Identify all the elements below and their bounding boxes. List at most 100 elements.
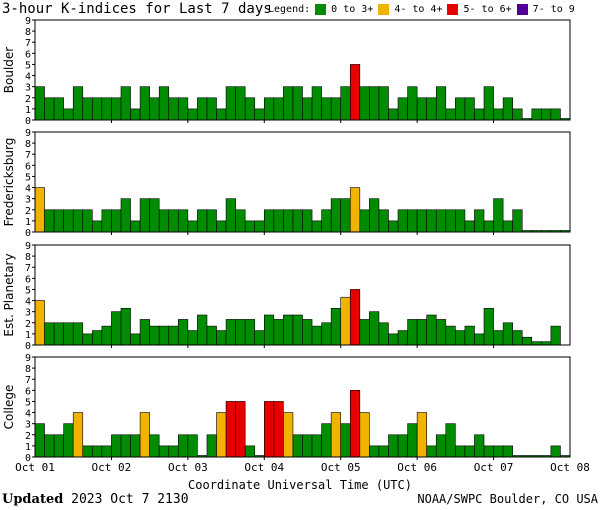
bar-1-41	[426, 209, 437, 233]
bar-2-45	[464, 325, 475, 346]
updated-stamp: Updated 2023 Oct 7 2130	[2, 492, 189, 507]
y-tick-label-2-5: 5	[25, 285, 31, 296]
legend-label-yellow: 4- to 4+	[394, 4, 443, 15]
bar-3-38	[397, 434, 408, 458]
bar-0-22	[244, 97, 256, 121]
bar-3-22	[244, 445, 256, 458]
bar-2-47	[483, 308, 494, 346]
y-tick-label-3-5: 5	[25, 397, 31, 408]
y-tick-label-3-3: 3	[25, 420, 31, 431]
bar-2-4	[72, 322, 84, 346]
bar-0-25	[273, 97, 284, 121]
bar-1-49	[502, 220, 513, 233]
bar-1-28	[302, 209, 313, 233]
panel-frame-3	[34, 356, 571, 458]
y-tick-label-3-9: 9	[25, 353, 31, 364]
bar-3-13	[158, 445, 170, 458]
bar-3-39	[407, 423, 418, 458]
bar-2-49	[502, 322, 513, 346]
bar-0-27	[292, 86, 303, 121]
bar-0-6	[92, 97, 103, 121]
bar-2-44	[455, 330, 466, 346]
bar-0-48	[493, 108, 504, 121]
y-tick-label-2-7: 7	[25, 263, 31, 274]
bar-3-34	[359, 412, 370, 458]
bar-1-18	[206, 209, 217, 233]
bar-3-15	[178, 434, 189, 458]
bar-3-11	[139, 412, 150, 458]
y-tick-label-2-3: 3	[25, 308, 31, 319]
bar-1-43	[445, 209, 456, 233]
legend-swatch-red	[447, 4, 459, 15]
y-tick-label-2-2: 2	[25, 319, 31, 330]
y-tick-label-2-8: 8	[25, 252, 31, 263]
bar-2-43	[445, 325, 456, 346]
bar-2-17	[197, 314, 208, 346]
bar-0-39	[407, 86, 418, 121]
bar-1-36	[378, 209, 389, 233]
bar-2-48	[493, 330, 504, 346]
bar-0-43	[445, 108, 456, 121]
panel-frame-0	[34, 19, 571, 121]
bar-0-49	[502, 97, 513, 121]
bar-0-24	[263, 97, 275, 121]
bar-2-19	[216, 330, 227, 346]
bar-2-11	[139, 319, 150, 346]
bar-2-22	[244, 319, 256, 346]
bar-2-37	[388, 333, 399, 346]
bar-1-16	[187, 220, 198, 233]
y-tick-label-1-7: 7	[25, 150, 31, 161]
bar-0-10	[130, 108, 141, 121]
bar-0-5	[82, 97, 93, 121]
bar-1-45	[464, 220, 475, 233]
bar-3-31	[330, 412, 342, 458]
bar-1-1	[44, 209, 55, 233]
bar-1-48	[493, 198, 504, 233]
bar-0-23	[254, 108, 265, 121]
bar-0-7	[101, 97, 112, 121]
bar-3-44	[455, 445, 466, 458]
bar-2-12	[149, 325, 160, 346]
y-tick-label-0-0: 0	[25, 116, 31, 127]
bar-0-52	[531, 108, 542, 121]
legend-swatch-yellow	[378, 4, 390, 15]
y-tick-label-1-8: 8	[25, 139, 31, 150]
legend-swatch-green	[315, 4, 327, 15]
bar-3-49	[502, 445, 513, 458]
bar-1-31	[330, 198, 342, 233]
bar-2-33	[349, 289, 361, 346]
x-tick-label-1: Oct 02	[92, 461, 132, 474]
y-tick-label-3-2: 2	[25, 431, 31, 442]
x-tick-label-7: Oct 08	[550, 461, 590, 474]
bar-1-4	[72, 209, 84, 233]
bar-3-14	[168, 445, 179, 458]
bar-3-40	[416, 412, 427, 458]
bar-1-2	[53, 209, 64, 233]
bar-2-0	[34, 300, 45, 346]
bar-1-9	[120, 198, 131, 233]
bar-0-9	[120, 86, 131, 121]
bar-0-32	[340, 86, 351, 121]
bar-1-38	[397, 209, 408, 233]
y-tick-label-0-6: 6	[25, 49, 31, 60]
y-tick-label-1-6: 6	[25, 161, 31, 172]
y-tick-label-2-4: 4	[25, 297, 31, 308]
bar-1-44	[455, 209, 466, 233]
y-tick-label-1-9: 9	[25, 128, 31, 139]
legend: Legend: 0 to 3+ 4- to 4+ 5- to 6+ 7- to …	[268, 4, 577, 15]
bar-3-21	[235, 401, 246, 458]
bar-3-2	[53, 434, 64, 458]
bar-3-4	[72, 412, 84, 458]
bar-3-12	[149, 434, 160, 458]
bar-1-10	[130, 220, 141, 233]
bar-0-11	[139, 86, 150, 121]
bar-2-20	[225, 319, 236, 346]
bar-0-28	[302, 97, 313, 121]
bar-2-6	[92, 330, 103, 346]
bar-2-40	[416, 319, 427, 346]
bar-2-46	[474, 333, 485, 346]
updated-value: 2023 Oct 7 2130	[71, 492, 189, 507]
bar-0-0	[34, 86, 45, 121]
y-tick-label-1-5: 5	[25, 172, 31, 183]
bar-1-29	[311, 220, 322, 233]
